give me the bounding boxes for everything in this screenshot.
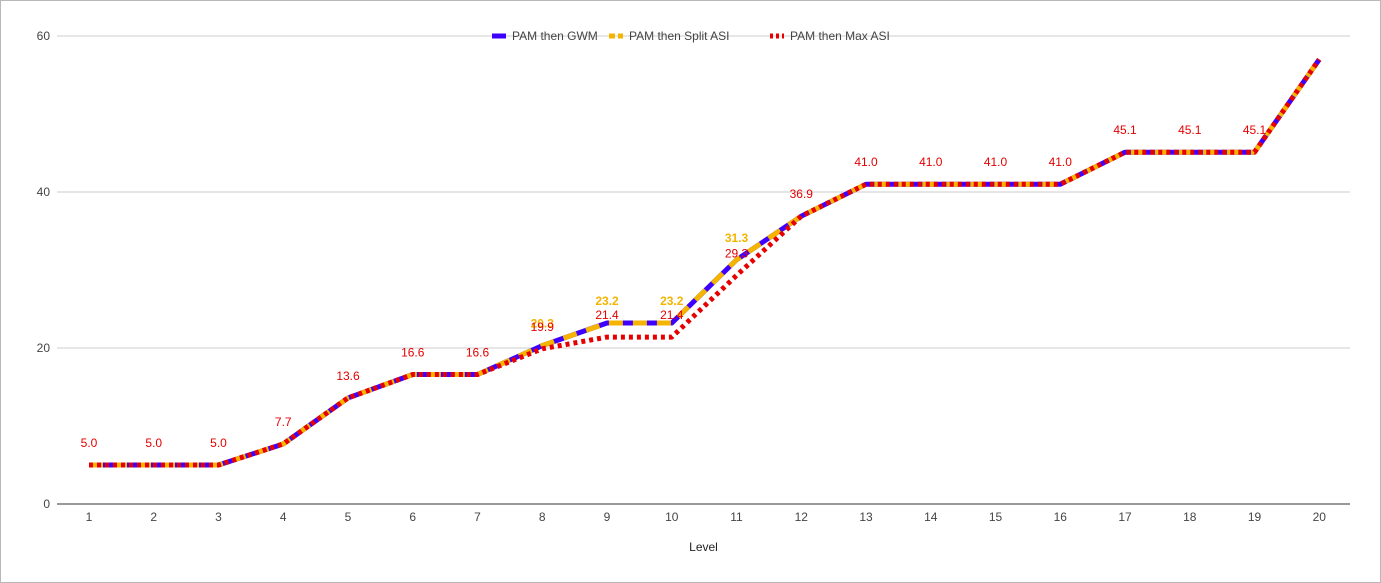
legend-item[interactable]: PAM then GWM: [492, 29, 598, 43]
data-label: 21.4: [595, 308, 619, 322]
data-label: 41.0: [919, 155, 943, 169]
data-label: 16.6: [401, 346, 425, 360]
series-line-pam-then-split-asi[interactable]: [89, 57, 1322, 468]
data-label: 5.0: [210, 436, 227, 450]
x-axis-title: Level: [689, 540, 718, 554]
data-label: 23.2: [595, 294, 619, 308]
y-tick-label: 0: [43, 497, 50, 511]
series-lines: [89, 57, 1322, 468]
x-axis-ticks: 1 2 3 4 5 6 7 8 9 10 11 12 13 14 15 16 17 18 19 20: [86, 510, 1327, 524]
legend[interactable]: PAM then GWM PAM then Split ASI PAM then M…: [492, 29, 890, 43]
x-tick-label: 2: [150, 510, 157, 524]
x-tick-label: 16: [1054, 510, 1068, 524]
data-label: 5.0: [145, 436, 162, 450]
x-tick-label: 12: [795, 510, 809, 524]
data-label: 41.0: [854, 155, 878, 169]
data-label: 20.3: [531, 317, 555, 331]
legend-label: PAM then Max ASI: [790, 29, 890, 43]
x-tick-label: 1: [86, 510, 93, 524]
x-tick-label: 18: [1183, 510, 1197, 524]
data-label: 7.7: [275, 415, 292, 429]
data-label: 29.3: [725, 246, 749, 260]
x-tick-label: 13: [859, 510, 873, 524]
series-line-pam-then-gwm[interactable]: [89, 57, 1322, 468]
legend-item[interactable]: PAM then Max ASI: [770, 29, 890, 43]
y-tick-label: 20: [37, 341, 51, 355]
y-tick-label: 60: [37, 29, 51, 43]
x-tick-label: 9: [604, 510, 611, 524]
x-tick-label: 3: [215, 510, 222, 524]
x-tick-label: 17: [1118, 510, 1132, 524]
x-tick-label: 6: [409, 510, 416, 524]
y-axis-ticks: 0 20 40 60: [37, 29, 51, 511]
legend-label: PAM then Split ASI: [629, 29, 730, 43]
x-tick-label: 14: [924, 510, 938, 524]
x-tick-label: 19: [1248, 510, 1262, 524]
data-label: 19.9: [531, 320, 555, 334]
data-label: 23.2: [660, 294, 684, 308]
x-tick-label: 20: [1313, 510, 1327, 524]
y-tick-label: 40: [37, 185, 51, 199]
data-label: 16.6: [466, 346, 490, 360]
data-label: 21.4: [660, 308, 684, 322]
x-tick-label: 11: [730, 510, 743, 524]
data-label: 36.9: [790, 187, 814, 201]
x-tick-label: 8: [539, 510, 546, 524]
x-tick-label: 10: [665, 510, 679, 524]
series-line-pam-then-max-asi[interactable]: [89, 57, 1322, 468]
x-tick-label: 4: [280, 510, 287, 524]
data-label: 45.1: [1243, 123, 1267, 137]
legend-label: PAM then GWM: [512, 29, 598, 43]
data-label: 5.0: [81, 436, 98, 450]
data-label: 13.6: [336, 369, 360, 383]
data-label: 45.1: [1178, 123, 1202, 137]
data-label: 41.0: [1049, 155, 1073, 169]
x-tick-label: 7: [474, 510, 481, 524]
data-label: 45.1: [1113, 123, 1137, 137]
gridlines: [57, 35, 1350, 505]
data-label: 41.0: [984, 155, 1008, 169]
data-labels: 20.3 23.2 23.2 31.3 5.0 5.0 5.0 7.7 13.6 16.6 16.6…: [81, 123, 1267, 450]
legend-item[interactable]: PAM then Split ASI: [609, 29, 730, 43]
x-tick-label: 15: [989, 510, 1003, 524]
data-label: 31.3: [725, 231, 749, 245]
x-tick-label: 5: [345, 510, 352, 524]
